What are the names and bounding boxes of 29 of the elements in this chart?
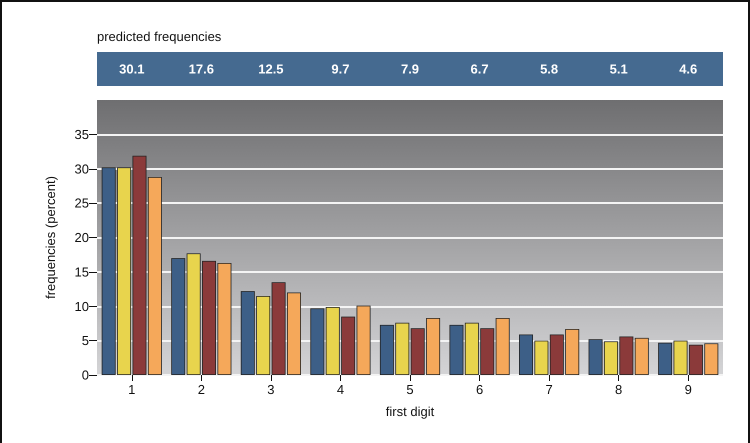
- x-tick-label: 5: [406, 382, 414, 397]
- text: 9.7: [331, 62, 350, 76]
- x-tick-label: 9: [684, 382, 692, 397]
- text: 17.6: [188, 62, 214, 76]
- y-tick-label: 15: [74, 264, 89, 280]
- x-tick-label: 6: [476, 382, 484, 397]
- text: 30.1: [119, 62, 144, 76]
- y-tick-label: 20: [74, 230, 89, 245]
- text: 5.8: [540, 62, 558, 76]
- x-axis-title: first digit: [386, 404, 435, 419]
- y-tick-label: 0: [82, 368, 89, 382]
- x-tick-label: 4: [336, 382, 344, 397]
- text: 5.1: [610, 62, 628, 76]
- x-tick-label: 1: [128, 382, 136, 397]
- text: 7.9: [400, 62, 420, 76]
- text: 4.6: [679, 62, 698, 76]
- x-tick-label: 7: [545, 382, 553, 397]
- y-tick-label: 35: [74, 126, 89, 142]
- y-axis-title: frequencies (percent): [43, 176, 58, 299]
- y-tick-label: 10: [74, 298, 89, 314]
- text: 6.7: [470, 62, 489, 76]
- x-tick-label: 2: [198, 382, 205, 397]
- text: predicted frequencies: [97, 29, 222, 44]
- x-tick-label: 3: [267, 382, 275, 397]
- y-tick-label: 25: [74, 196, 89, 211]
- y-tick-label: 5: [82, 333, 89, 348]
- text: 12.5: [258, 62, 284, 76]
- x-tick-label: 8: [615, 382, 622, 397]
- y-tick-label: 30: [74, 161, 89, 176]
